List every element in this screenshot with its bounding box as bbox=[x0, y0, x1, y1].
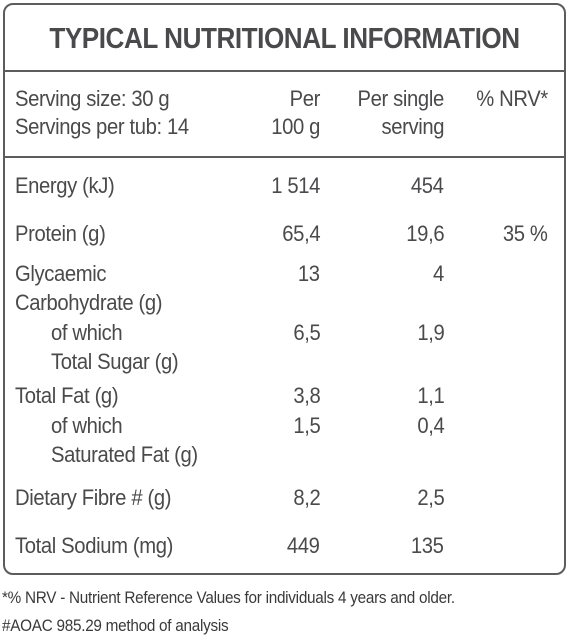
col-serving-header-2: serving bbox=[381, 114, 444, 139]
col-per100-header-2: 100 g bbox=[271, 114, 320, 139]
col-nrv-header: % NRV* bbox=[476, 86, 548, 111]
fat-label: Total Fat (g) bbox=[15, 383, 119, 408]
energy-serving: 454 bbox=[411, 173, 444, 198]
aoac-footnote: #AOAC 985.29 method of analysis bbox=[2, 616, 229, 635]
sugar-label-1: of which bbox=[51, 320, 123, 345]
sodium-serving: 135 bbox=[411, 533, 444, 558]
energy-per100: 1 514 bbox=[271, 173, 320, 198]
glycaemic-serving: 4 bbox=[433, 261, 444, 286]
protein-serving: 19,6 bbox=[406, 221, 444, 246]
sodium-label: Total Sodium (mg) bbox=[15, 533, 173, 558]
glycaemic-label-1: Glycaemic bbox=[15, 261, 107, 286]
col-per100-header-1: Per bbox=[289, 86, 321, 111]
servings-per-tub: Servings per tub: 14 bbox=[15, 114, 189, 139]
serving-size: Serving size: 30 g bbox=[15, 86, 170, 111]
fibre-label: Dietary Fibre # (g) bbox=[15, 485, 172, 510]
satfat-serving: 0,4 bbox=[416, 413, 444, 438]
fat-per100: 3,8 bbox=[292, 383, 320, 408]
fibre-serving: 2,5 bbox=[416, 485, 444, 510]
sugar-per100: 6,5 bbox=[292, 320, 320, 345]
energy-label: Energy (kJ) bbox=[15, 173, 115, 198]
protein-nrv: 35 % bbox=[503, 221, 548, 246]
title-divider bbox=[5, 70, 564, 72]
satfat-per100: 1,5 bbox=[292, 413, 320, 438]
satfat-label-2: Saturated Fat (g) bbox=[51, 442, 198, 467]
panel-title: TYPICAL NUTRITIONAL INFORMATION bbox=[49, 23, 520, 55]
nutrition-panel: TYPICAL NUTRITIONAL INFORMATION Serving … bbox=[3, 3, 566, 575]
glycaemic-per100: 13 bbox=[298, 261, 320, 286]
glycaemic-label-2: Carbohydrate (g) bbox=[15, 290, 163, 315]
sodium-per100: 449 bbox=[287, 533, 320, 558]
fat-serving: 1,1 bbox=[416, 383, 444, 408]
sugar-label-2: Total Sugar (g) bbox=[51, 349, 179, 374]
sugar-serving: 1,9 bbox=[416, 320, 444, 345]
col-serving-header-1: Per single bbox=[357, 86, 445, 111]
satfat-label-1: of which bbox=[51, 413, 123, 438]
header-divider bbox=[5, 156, 564, 158]
protein-per100: 65,4 bbox=[282, 221, 320, 246]
protein-label: Protein (g) bbox=[15, 221, 106, 246]
fibre-per100: 8,2 bbox=[292, 485, 320, 510]
nrv-footnote: *% NRV - Nutrient Reference Values for i… bbox=[2, 588, 455, 607]
